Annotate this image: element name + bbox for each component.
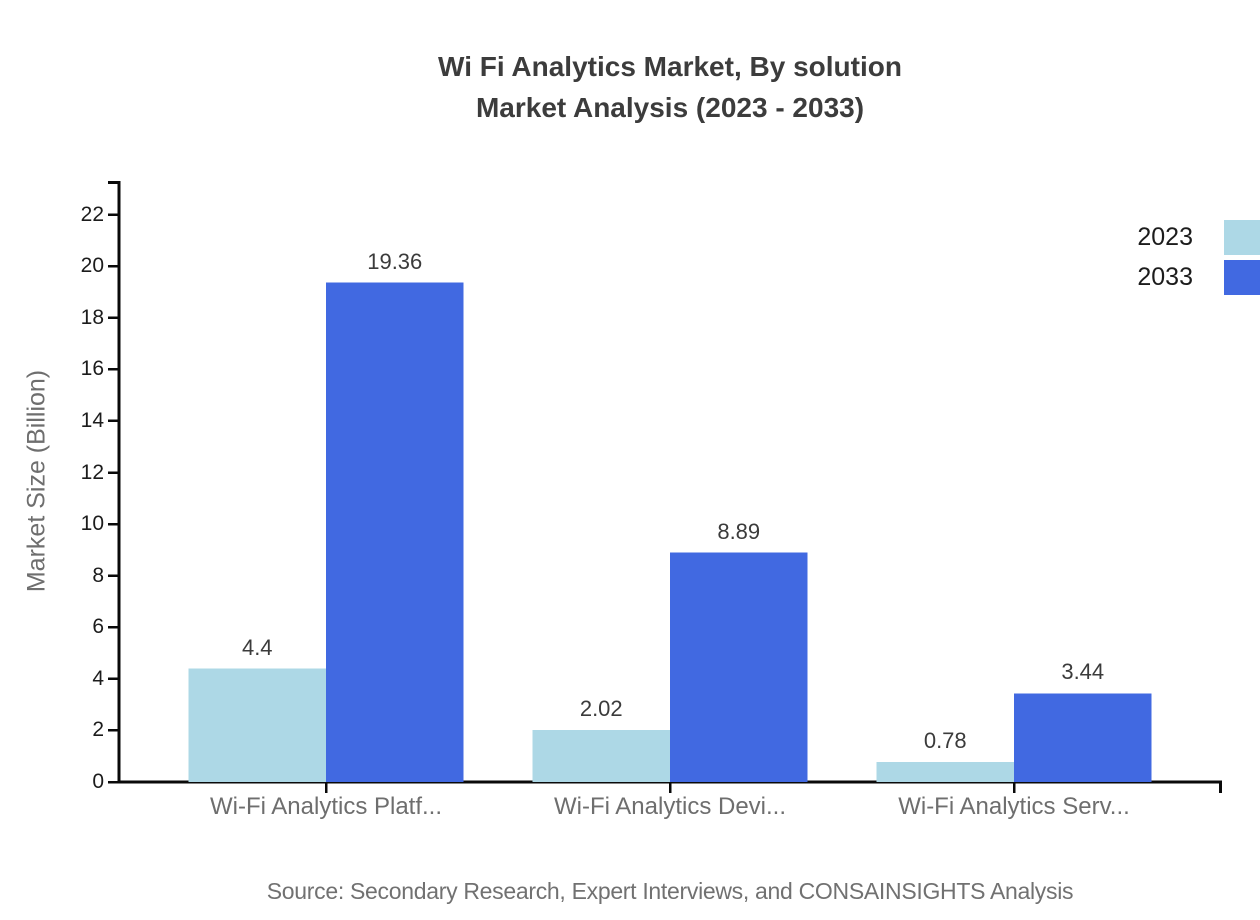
y-tick-label-12: 12 bbox=[80, 460, 104, 484]
legend-label-2033: 2033 bbox=[1137, 263, 1193, 291]
category-label-0: Wi-Fi Analytics Platf... bbox=[209, 793, 443, 820]
y-tick-label-6: 6 bbox=[92, 615, 104, 639]
y-tick-label-2: 2 bbox=[92, 718, 104, 742]
legend-swatch-2023 bbox=[1224, 220, 1260, 255]
bar-2033-category-1 bbox=[670, 552, 808, 782]
y-tick-label-16: 16 bbox=[80, 357, 104, 381]
legend-item-2033: 2033 bbox=[1137, 260, 1260, 295]
value-label-2023-category-2: 0.78 bbox=[923, 727, 967, 753]
y-tick-label-10: 10 bbox=[80, 512, 104, 536]
chart-title-line2: Market Analysis (2023 - 2033) bbox=[475, 92, 865, 123]
value-label-2023-category-1: 2.02 bbox=[579, 695, 623, 721]
chart-title-line1: Wi Fi Analytics Market, By solution bbox=[438, 51, 902, 82]
category-label-2: Wi-Fi Analytics Serv... bbox=[898, 793, 1130, 820]
y-tick-label-22: 22 bbox=[80, 202, 104, 226]
y-tick-label-0: 0 bbox=[92, 770, 104, 793]
legend-swatch-2033 bbox=[1224, 260, 1260, 295]
y-tick-label-4: 4 bbox=[92, 666, 104, 690]
y-tick-label-14: 14 bbox=[80, 408, 104, 432]
y-tick-label-18: 18 bbox=[80, 305, 104, 329]
legend-item-2023: 2023 bbox=[1137, 220, 1260, 255]
value-label-2023-category-0: 4.4 bbox=[241, 634, 273, 660]
chart-title: Wi Fi Analytics Market, By solution Mark… bbox=[0, 46, 1260, 128]
y-tick-label-8: 8 bbox=[92, 563, 104, 587]
bar-2023-category-0 bbox=[188, 668, 326, 782]
value-label-2033-category-0: 19.36 bbox=[367, 248, 423, 274]
source-note: Source: Secondary Research, Expert Inter… bbox=[266, 878, 1074, 904]
bar-2023-category-1 bbox=[532, 729, 670, 782]
category-label-1: Wi-Fi Analytics Devi... bbox=[553, 793, 787, 820]
y-tick-label-20: 20 bbox=[80, 254, 104, 278]
bar-2033-category-2 bbox=[1014, 693, 1152, 782]
value-label-2033-category-1: 8.89 bbox=[717, 518, 761, 544]
legend-label-2023: 2023 bbox=[1137, 223, 1193, 251]
bar-2033-category-0 bbox=[326, 282, 464, 782]
value-label-2033-category-2: 3.44 bbox=[1061, 659, 1105, 685]
bar-2023-category-2 bbox=[876, 761, 1014, 782]
